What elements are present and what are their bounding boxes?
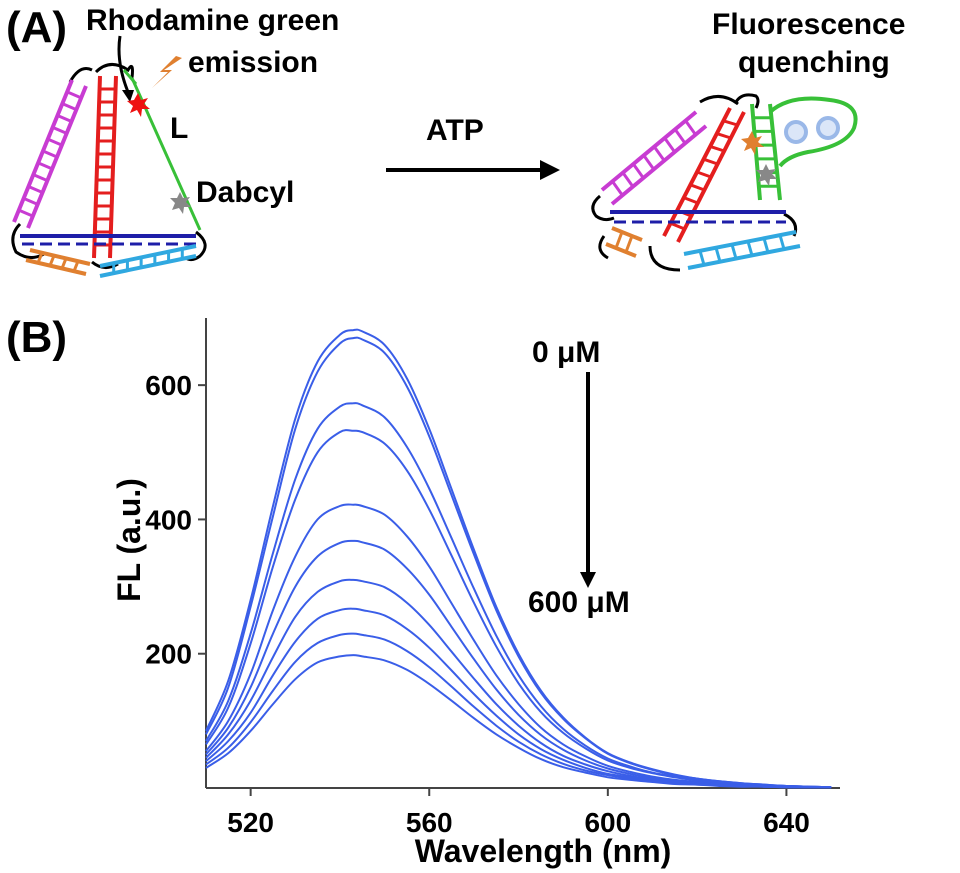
- y-tick-label: 200: [145, 639, 192, 670]
- dna-tetrahedron-right: [591, 93, 858, 272]
- x-tick-label: 640: [763, 807, 810, 838]
- x-axis-label: Wavelength (nm): [415, 833, 672, 869]
- atp-molecule-icon: [784, 120, 808, 144]
- fluorophore-icon: [127, 93, 150, 117]
- quench-label-line1: Fluorescence: [712, 8, 905, 41]
- rhodamine-label-line2: emission: [188, 46, 318, 79]
- excitation-bolt-icon: [152, 56, 182, 88]
- dabcyl-label: Dabcyl: [196, 176, 294, 209]
- spectrum-series-1: [205, 328, 832, 789]
- rhodamine-label-line1: Rhodamine green: [86, 4, 339, 37]
- dna-tetrahedron-left: [11, 63, 207, 278]
- x-tick-label: 600: [584, 807, 631, 838]
- atp-molecule-icon: [816, 116, 840, 140]
- y-tick-label: 600: [145, 370, 192, 401]
- spectrum-series-4: [205, 429, 832, 789]
- spectrum-series-5: [205, 503, 832, 789]
- quencher-icon: [756, 164, 777, 186]
- y-tick-label: 400: [145, 504, 192, 535]
- bottom-concentration-label: 600 μM: [528, 586, 630, 619]
- rhodamine-pointer-arrow: [117, 35, 134, 102]
- spectrum-series-3: [205, 402, 832, 789]
- panel-a-label: (A): [6, 3, 67, 52]
- y-axis-label: FL (a.u.): [111, 478, 147, 602]
- x-tick-label: 520: [227, 807, 274, 838]
- panel-a: (A) Rhodamine green emission: [6, 3, 905, 278]
- top-concentration-label: 0 μM: [532, 336, 600, 369]
- spectrum-series-8: [205, 607, 832, 789]
- spectrum-series-6: [205, 539, 832, 789]
- concentration-arrow: [580, 372, 596, 588]
- atp-label: ATP: [426, 114, 484, 147]
- spectrum-plot: 520 560 600 640 200 400 600: [145, 318, 840, 838]
- fluorophore-icon: [741, 131, 764, 155]
- quench-label-line2: quenching: [738, 46, 890, 79]
- panel-b-label: (B): [6, 313, 67, 362]
- spectrum-series-10: [205, 654, 832, 789]
- quencher-icon: [170, 192, 191, 214]
- linker-label: L: [170, 112, 188, 145]
- reaction-arrow: [386, 160, 560, 180]
- panel-b: (B) 520 560 600 640 200 400 600 Wavelength (nm…: [6, 313, 840, 869]
- x-tick-label: 560: [406, 807, 453, 838]
